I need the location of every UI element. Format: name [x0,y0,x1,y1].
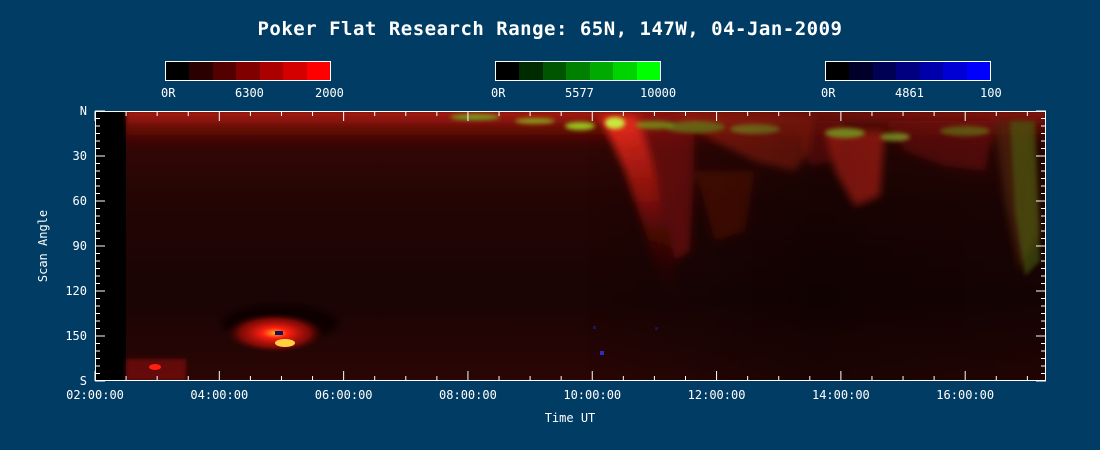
colorbar-6300-max-label: 2000 [315,86,344,100]
colorbar-4861-max-label: 100 [980,86,1002,100]
colorbar-segment [283,62,307,80]
keogram-image [95,111,1046,381]
colorbar-segment [189,62,213,80]
x-tick-label: 12:00:00 [688,388,746,402]
colorbar-6300 [165,61,331,81]
colorbar-segment [236,62,260,80]
x-tick-label: 04:00:00 [190,388,248,402]
colorbar-6300-wavelength-label: 6300 [235,86,264,100]
colorbar-segment [542,62,567,80]
colorbar-segment [166,62,190,80]
chart-title: Poker Flat Research Range: 65N, 147W, 04… [257,18,843,40]
x-tick-label: 08:00:00 [439,388,497,402]
colorbar-segment [872,62,897,80]
y-tick-label: 60 [73,194,87,208]
colorbar-4861-wavelength-label: 4861 [895,86,924,100]
y-tick-label: 90 [73,239,87,253]
colorbar-segment [943,62,967,80]
colorbar-4861-min-label: 0R [821,86,836,100]
x-tick-label: 06:00:00 [315,388,373,402]
x-tick-label: 02:00:00 [66,388,124,402]
colorbar-segment [636,62,660,80]
colorbar-6300-min-label: 0R [161,86,176,100]
x-tick-label: 14:00:00 [812,388,870,402]
colorbar-segment [966,62,990,80]
colorbar-segment [613,62,637,80]
y-tick-label: N [80,104,87,118]
x-axis-label: Time UT [544,411,596,425]
colorbar-segment [849,62,873,80]
y-tick-label: S [80,374,87,388]
x-tick-label: 10:00:00 [563,388,621,402]
colorbar-5577-max-label: 10000 [640,86,677,100]
colorbar-segment [306,62,330,80]
y-tick-label: 150 [65,329,87,343]
colorbar-segment [519,62,543,80]
x-tick-label: 16:00:00 [936,388,994,402]
colorbar-segment [212,62,237,80]
colorbar-5577-wavelength-label: 5577 [565,86,594,100]
colorbar-segment [496,62,520,80]
colorbar-segment [589,62,614,80]
colorbar-segment [259,62,284,80]
y-tick-label: 30 [73,149,87,163]
colorbar-segment [896,62,920,80]
colorbar-segment [919,62,944,80]
colorbar-segment [826,62,850,80]
keogram-plot [95,111,1046,381]
colorbar-5577 [495,61,661,81]
colorbar-4861 [825,61,991,81]
y-axis-label: Scan Angle [36,209,50,283]
y-tick-label: 120 [65,284,87,298]
colorbar-segment [566,62,590,80]
colorbar-5577-min-label: 0R [491,86,506,100]
